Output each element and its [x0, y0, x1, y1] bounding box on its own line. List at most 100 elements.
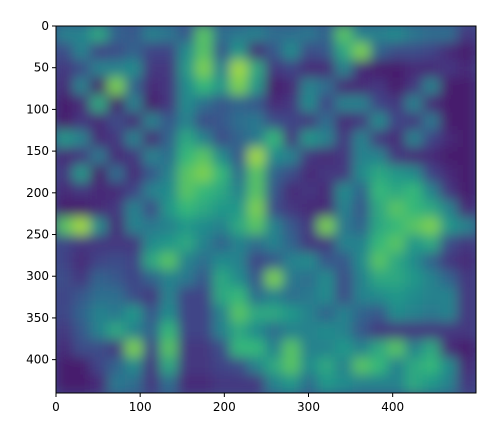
heatmap-cell	[405, 199, 425, 220]
heatmap-cell	[422, 287, 442, 307]
heatmap-cell	[177, 287, 197, 307]
heatmap-cell	[317, 182, 337, 202]
heatmap-cell	[422, 217, 442, 237]
heatmap-cell	[335, 164, 355, 185]
heatmap-cell	[160, 199, 180, 220]
heatmap-cell	[125, 374, 145, 393]
heatmap-cell	[300, 94, 320, 115]
heatmap-cell	[422, 77, 442, 97]
heatmap-cell	[335, 269, 355, 290]
heatmap-cell	[90, 182, 110, 202]
heatmap-cell	[352, 304, 372, 325]
heatmap-cell	[212, 199, 232, 220]
heatmap-cell	[177, 42, 197, 62]
heatmap-cell	[317, 269, 337, 290]
heatmap-cell	[125, 129, 145, 150]
heatmap-cell	[282, 59, 302, 80]
heatmap-cell	[142, 77, 162, 97]
heatmap-cell	[195, 147, 215, 167]
heatmap-cell	[440, 59, 460, 80]
heatmap-cell	[125, 287, 145, 307]
heatmap-cell	[300, 217, 320, 237]
heatmap-cell	[422, 357, 442, 377]
heatmap-cell	[457, 147, 476, 167]
x-tick-label: 0	[52, 400, 60, 414]
heatmap-cell	[300, 304, 320, 325]
heatmap-cell	[370, 77, 390, 97]
heatmap-cell	[56, 322, 75, 342]
heatmap-cell	[90, 304, 110, 325]
heatmap-cell	[160, 112, 180, 132]
heatmap-cell	[195, 59, 215, 80]
heatmap-cell	[405, 287, 425, 307]
heatmap-cell	[457, 357, 476, 377]
heatmap-cell	[370, 357, 390, 377]
heatmap-cell	[195, 182, 215, 202]
x-tick-label: 100	[129, 400, 152, 414]
heatmap-cell	[72, 26, 92, 45]
heatmap-cell	[352, 164, 372, 185]
heatmap-cell	[195, 287, 215, 307]
heatmap-cell	[335, 252, 355, 272]
heatmap-cell	[177, 164, 197, 185]
heatmap-cell	[142, 59, 162, 80]
y-tick-label: 50	[34, 61, 49, 75]
heatmap-cell	[300, 269, 320, 290]
heatmap-cell	[282, 42, 302, 62]
heatmap-cell	[422, 374, 442, 393]
heatmap-cell	[107, 182, 127, 202]
heatmap-cell	[177, 147, 197, 167]
x-tick-label: 300	[297, 400, 320, 414]
heatmap-cell	[125, 77, 145, 97]
heatmap-cell	[177, 304, 197, 325]
heatmap-cell	[142, 287, 162, 307]
heatmap-cell	[265, 112, 285, 132]
heatmap-cell	[352, 269, 372, 290]
heatmap-cell	[212, 374, 232, 393]
heatmap-cell	[300, 42, 320, 62]
heatmap-cell	[212, 59, 232, 80]
y-tick-label: 400	[26, 353, 49, 367]
heatmap-cell	[247, 357, 267, 377]
heatmap-cell	[247, 59, 267, 80]
heatmap-cell	[317, 287, 337, 307]
heatmap-cell	[317, 322, 337, 342]
heatmap-cell	[90, 287, 110, 307]
heatmap-cell	[387, 269, 407, 290]
heatmap-cell	[405, 182, 425, 202]
heatmap-cell	[142, 252, 162, 272]
heatmap-cell	[317, 147, 337, 167]
heatmap-cell	[142, 94, 162, 115]
heatmap-cell	[335, 374, 355, 393]
plot-area	[56, 26, 476, 393]
heatmap-cell	[230, 217, 250, 237]
heatmap-cell	[107, 339, 127, 360]
heatmap-cell	[212, 77, 232, 97]
heatmap-cell	[370, 59, 390, 80]
heatmap-cell	[195, 339, 215, 360]
heatmap-cell	[352, 59, 372, 80]
heatmap-cell	[160, 42, 180, 62]
heatmap-cell	[265, 42, 285, 62]
heatmap-cell	[212, 182, 232, 202]
heatmap-cell	[125, 304, 145, 325]
heatmap-cell	[160, 26, 180, 45]
heatmap-cell	[107, 199, 127, 220]
heatmap-cell	[422, 252, 442, 272]
heatmap-cell	[282, 339, 302, 360]
heatmap-cell	[352, 182, 372, 202]
heatmap-cell	[440, 112, 460, 132]
heatmap-cell	[56, 374, 75, 393]
heatmap-cell	[300, 357, 320, 377]
heatmap-cell	[457, 26, 476, 45]
heatmap-cell	[90, 59, 110, 80]
heatmap-cell	[317, 42, 337, 62]
heatmap-cell	[422, 164, 442, 185]
heatmap-cell	[440, 234, 460, 255]
heatmap-cell	[282, 199, 302, 220]
heatmap-cell	[352, 26, 372, 45]
heatmap-cell	[352, 147, 372, 167]
heatmap-cell	[90, 129, 110, 150]
heatmap-cell	[370, 147, 390, 167]
heatmap-cell	[335, 217, 355, 237]
